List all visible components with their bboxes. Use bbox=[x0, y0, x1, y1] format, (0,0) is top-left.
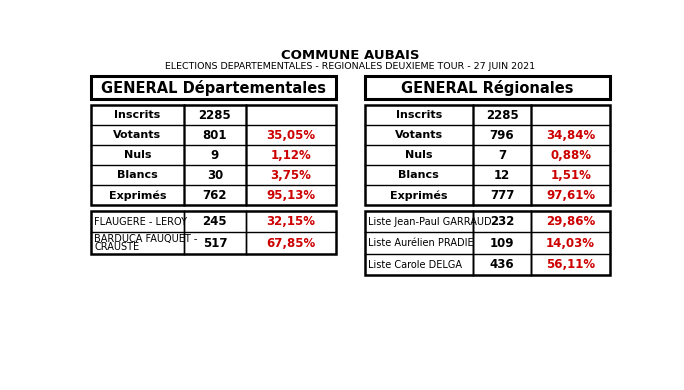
Text: 95,13%: 95,13% bbox=[266, 189, 315, 202]
Text: 0,88%: 0,88% bbox=[550, 149, 591, 162]
Text: 2285: 2285 bbox=[198, 109, 231, 122]
Text: Liste Aurélien PRADIE: Liste Aurélien PRADIE bbox=[367, 238, 473, 248]
Text: Exprimés: Exprimés bbox=[109, 190, 166, 201]
Text: Nuls: Nuls bbox=[405, 151, 432, 160]
Text: Blancs: Blancs bbox=[398, 170, 439, 181]
Text: 436: 436 bbox=[490, 258, 514, 271]
Text: Blancs: Blancs bbox=[117, 170, 158, 181]
Text: 762: 762 bbox=[202, 189, 227, 202]
Bar bbox=[91, 105, 336, 206]
Text: 1,51%: 1,51% bbox=[550, 169, 591, 182]
Text: Liste Jean-Paul GARRAUD: Liste Jean-Paul GARRAUD bbox=[367, 216, 491, 227]
Text: 232: 232 bbox=[490, 215, 514, 228]
Text: 796: 796 bbox=[490, 129, 514, 142]
Bar bbox=[91, 76, 336, 99]
Text: Inscrits: Inscrits bbox=[114, 110, 161, 121]
Text: GENERAL Régionales: GENERAL Régionales bbox=[401, 80, 574, 96]
Text: BARDUCA FAUQUET -: BARDUCA FAUQUET - bbox=[94, 234, 198, 244]
Text: Votants: Votants bbox=[114, 130, 161, 140]
Text: 14,03%: 14,03% bbox=[546, 237, 595, 250]
Text: Liste Carole DELGA: Liste Carole DELGA bbox=[367, 260, 462, 270]
Text: CRAUSTE: CRAUSTE bbox=[94, 242, 139, 252]
Text: Exprimés: Exprimés bbox=[390, 190, 447, 201]
Text: 30: 30 bbox=[207, 169, 223, 182]
Text: 35,05%: 35,05% bbox=[266, 129, 315, 142]
Text: 56,11%: 56,11% bbox=[546, 258, 595, 271]
Text: Inscrits: Inscrits bbox=[395, 110, 442, 121]
Text: GENERAL Départementales: GENERAL Départementales bbox=[101, 80, 326, 96]
Text: 517: 517 bbox=[202, 237, 227, 250]
Text: Nuls: Nuls bbox=[124, 151, 151, 160]
Text: 245: 245 bbox=[202, 215, 227, 228]
Bar bbox=[91, 211, 336, 254]
Text: ELECTIONS DEPARTEMENTALES - REGIONALES DEUXIEME TOUR - 27 JUIN 2021: ELECTIONS DEPARTEMENTALES - REGIONALES D… bbox=[166, 62, 536, 71]
Text: Votants: Votants bbox=[395, 130, 443, 140]
Text: FLAUGERE - LEROY: FLAUGERE - LEROY bbox=[94, 216, 187, 227]
Text: 777: 777 bbox=[490, 189, 514, 202]
Text: 1,12%: 1,12% bbox=[270, 149, 311, 162]
Text: 29,86%: 29,86% bbox=[546, 215, 595, 228]
Text: 34,84%: 34,84% bbox=[546, 129, 595, 142]
Text: 97,61%: 97,61% bbox=[546, 189, 595, 202]
Text: 12: 12 bbox=[494, 169, 510, 182]
Text: 2285: 2285 bbox=[486, 109, 518, 122]
Text: 7: 7 bbox=[498, 149, 506, 162]
Text: COMMUNE AUBAIS: COMMUNE AUBAIS bbox=[281, 49, 420, 62]
Text: 801: 801 bbox=[202, 129, 227, 142]
Bar bbox=[365, 76, 610, 99]
Text: 3,75%: 3,75% bbox=[270, 169, 311, 182]
Bar bbox=[365, 105, 610, 206]
Text: 9: 9 bbox=[211, 149, 219, 162]
Text: 109: 109 bbox=[490, 237, 514, 250]
Text: 32,15%: 32,15% bbox=[266, 215, 315, 228]
Text: 67,85%: 67,85% bbox=[266, 237, 315, 250]
Bar bbox=[365, 211, 610, 275]
